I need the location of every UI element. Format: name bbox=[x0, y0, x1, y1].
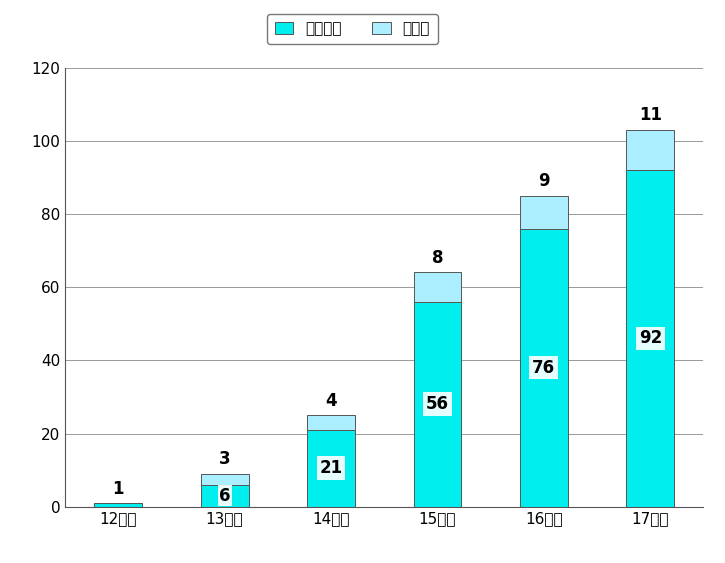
Text: 9: 9 bbox=[538, 172, 550, 190]
Bar bbox=[413, 272, 461, 302]
Text: 4: 4 bbox=[326, 392, 337, 410]
Bar bbox=[201, 474, 249, 485]
Bar bbox=[520, 229, 568, 507]
Bar bbox=[520, 195, 568, 229]
Bar bbox=[626, 170, 674, 507]
Bar bbox=[307, 430, 355, 507]
Text: 1: 1 bbox=[112, 480, 124, 498]
Text: 21: 21 bbox=[320, 459, 343, 477]
Text: 6: 6 bbox=[219, 487, 231, 504]
Legend: 民間人等, その他: 民間人等, その他 bbox=[267, 14, 438, 44]
Text: 76: 76 bbox=[532, 359, 555, 377]
Text: 92: 92 bbox=[639, 329, 662, 347]
Text: 56: 56 bbox=[426, 395, 449, 413]
Text: 8: 8 bbox=[431, 249, 443, 267]
Text: 11: 11 bbox=[639, 106, 662, 124]
Bar bbox=[413, 302, 461, 507]
Bar bbox=[307, 415, 355, 430]
Bar bbox=[94, 503, 142, 507]
Text: 3: 3 bbox=[219, 450, 231, 468]
Bar bbox=[201, 485, 249, 507]
Bar bbox=[626, 129, 674, 170]
